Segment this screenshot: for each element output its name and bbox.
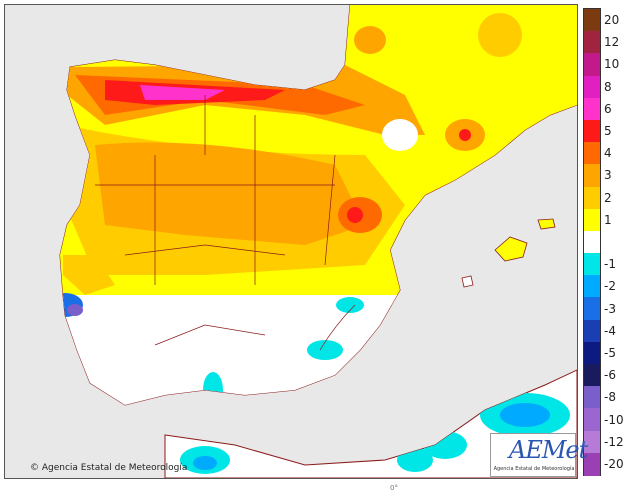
meridian-label: 0° bbox=[390, 484, 398, 492]
legend-swatch bbox=[584, 119, 600, 143]
legend-tick-label: -20 bbox=[604, 456, 624, 471]
legend-swatch bbox=[584, 230, 600, 254]
legend-swatch bbox=[584, 364, 600, 388]
legend-swatch bbox=[584, 208, 600, 232]
copyright-text: © Agencia Estatal de Meteorología bbox=[30, 463, 187, 473]
legend-tick-label: -6 bbox=[604, 368, 616, 383]
legend-tick-label: -12 bbox=[604, 434, 624, 449]
legend-tick-label: 6 bbox=[604, 101, 612, 116]
legend-tick-label: 2 bbox=[604, 190, 612, 205]
copyright-label: Agencia Estatal de Meteorología bbox=[41, 463, 188, 473]
legend-tick-label: 4 bbox=[604, 146, 612, 161]
aemet-logo: AEMet Agencia Estatal de Meteorología bbox=[490, 433, 588, 477]
legend-swatch bbox=[584, 430, 600, 454]
temperature-anomaly-map bbox=[4, 4, 578, 479]
legend-swatch bbox=[584, 164, 600, 188]
legend-tick-label: -8 bbox=[604, 390, 616, 405]
legend-swatch bbox=[584, 9, 600, 32]
legend-tick-label: 3 bbox=[604, 168, 612, 183]
legend-swatch bbox=[584, 319, 600, 343]
legend-swatch bbox=[584, 386, 600, 410]
legend-swatch bbox=[584, 142, 600, 166]
legend-tick-label: 20 bbox=[604, 13, 620, 28]
legend-tick-label: -5 bbox=[604, 345, 616, 360]
legend-swatch bbox=[584, 341, 600, 365]
legend-tick-label: 10 bbox=[604, 57, 620, 72]
copyright-icon: © bbox=[30, 463, 39, 473]
legend-swatch bbox=[584, 186, 600, 210]
legend-swatch bbox=[584, 452, 600, 476]
legend-swatch bbox=[584, 297, 600, 321]
legend-tick-label: -2 bbox=[604, 279, 616, 294]
logo-subtitle: Agencia Estatal de Meteorología bbox=[493, 466, 575, 472]
legend-tick-label: -3 bbox=[604, 301, 616, 316]
legend-swatch bbox=[584, 97, 600, 121]
legend-swatch bbox=[584, 31, 600, 55]
legend-swatch bbox=[584, 53, 600, 77]
legend-tick-label: 5 bbox=[604, 124, 612, 139]
legend-tick-label: 12 bbox=[604, 35, 620, 50]
legend-tick-label: -10 bbox=[604, 412, 624, 427]
logo-name: AEMet bbox=[509, 436, 588, 464]
legend-swatch bbox=[584, 253, 600, 277]
legend-swatch bbox=[584, 75, 600, 99]
color-legend bbox=[583, 8, 601, 476]
legend-swatch bbox=[584, 275, 600, 299]
legend-tick-label: -1 bbox=[604, 257, 616, 272]
legend-tick-label: 8 bbox=[604, 79, 612, 94]
balearic-islands bbox=[461, 218, 556, 288]
map-canvas bbox=[5, 5, 577, 478]
legend-tick-label: 1 bbox=[604, 212, 612, 227]
legend-swatch bbox=[584, 408, 600, 432]
legend-tick-label: -4 bbox=[604, 323, 616, 338]
